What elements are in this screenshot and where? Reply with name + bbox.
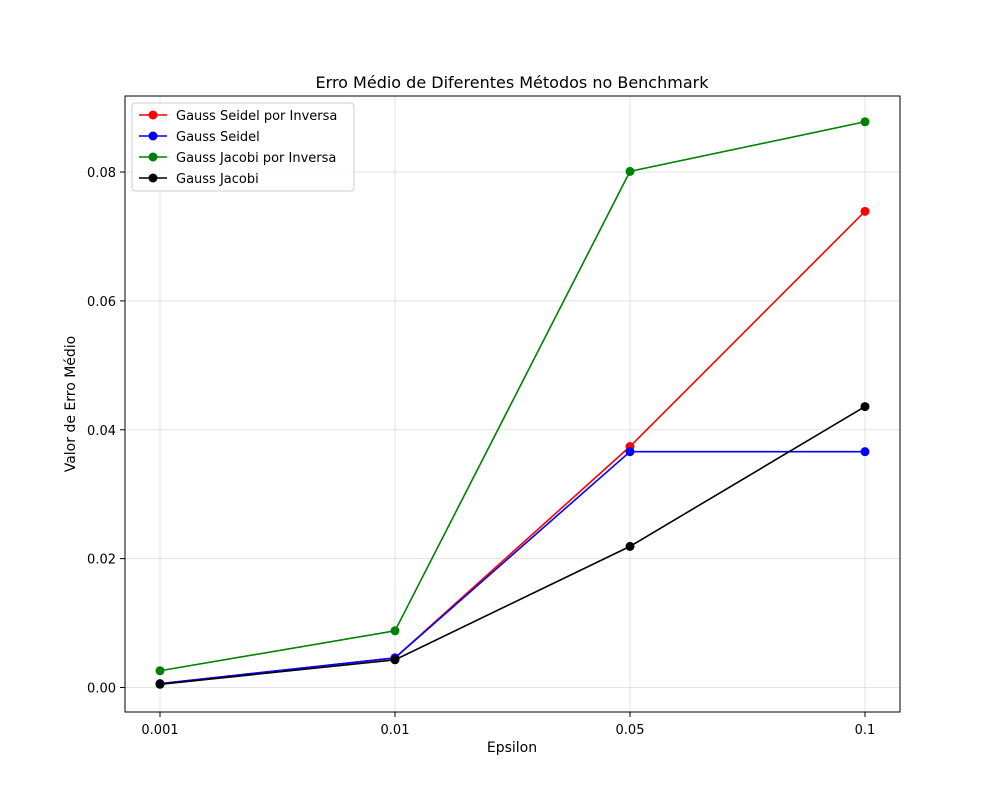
legend-marker <box>148 173 158 183</box>
data-point <box>390 626 400 636</box>
plot-frame <box>124 95 901 713</box>
legend-entry: Gauss Seidel por Inversa <box>139 109 337 124</box>
legend-marker <box>148 152 158 162</box>
x-tick-label: 0.05 <box>616 723 645 738</box>
legend-entry: Gauss Seidel <box>139 130 260 145</box>
x-tick-label: 0.001 <box>141 723 178 738</box>
series-line <box>159 450 865 685</box>
series-line <box>159 405 866 686</box>
x-tick-label: 0.1 <box>855 723 876 738</box>
data-point <box>155 666 165 676</box>
legend-entries: Gauss Seidel por Inversa Gauss Seidel Gaus… <box>139 109 337 187</box>
data-point <box>155 679 165 689</box>
y-tick-label: 0.08 <box>87 166 116 181</box>
legend-marker <box>148 110 158 120</box>
y-axis-label: Valor de Erro Médio <box>63 336 79 473</box>
data-point <box>860 206 870 216</box>
series-3 <box>155 402 870 689</box>
data-point <box>860 117 870 127</box>
series-2 <box>155 117 870 676</box>
legend: Gauss Seidel por Inversa Gauss Seidel Gaus… <box>131 102 355 192</box>
series-line <box>159 120 866 672</box>
legend-entry: Gauss Jacobi <box>139 172 259 187</box>
legend-label: Gauss Jacobi <box>176 172 259 187</box>
legend-marker <box>148 131 158 141</box>
legend-label: Gauss Seidel <box>176 130 260 145</box>
x-axis-label: Epsilon <box>487 740 537 756</box>
y-tick-label: 0.06 <box>87 295 116 310</box>
legend-label: Gauss Seidel por Inversa <box>176 109 337 124</box>
axes: 0.001 0.01 0.05 0.1 0.00 0.02 0.04 0.06 0.08 <box>87 166 875 738</box>
data-point <box>625 447 635 457</box>
legend-entry: Gauss Jacobi por Inversa <box>139 151 336 166</box>
y-tick-label: 0.02 <box>87 553 116 568</box>
data-point <box>390 655 400 665</box>
legend-box <box>131 102 355 192</box>
chart-title: Erro Médio de Diferentes Métodos no Benc… <box>316 73 710 92</box>
y-tick-label: 0.04 <box>87 424 116 439</box>
data-point <box>860 402 870 412</box>
data-point <box>625 541 635 551</box>
data-point <box>625 166 635 176</box>
series <box>155 117 870 689</box>
y-tick-label: 0.00 <box>87 682 116 697</box>
legend-label: Gauss Jacobi por Inversa <box>176 151 336 166</box>
data-point <box>860 447 870 457</box>
x-tick-label: 0.01 <box>381 723 410 738</box>
